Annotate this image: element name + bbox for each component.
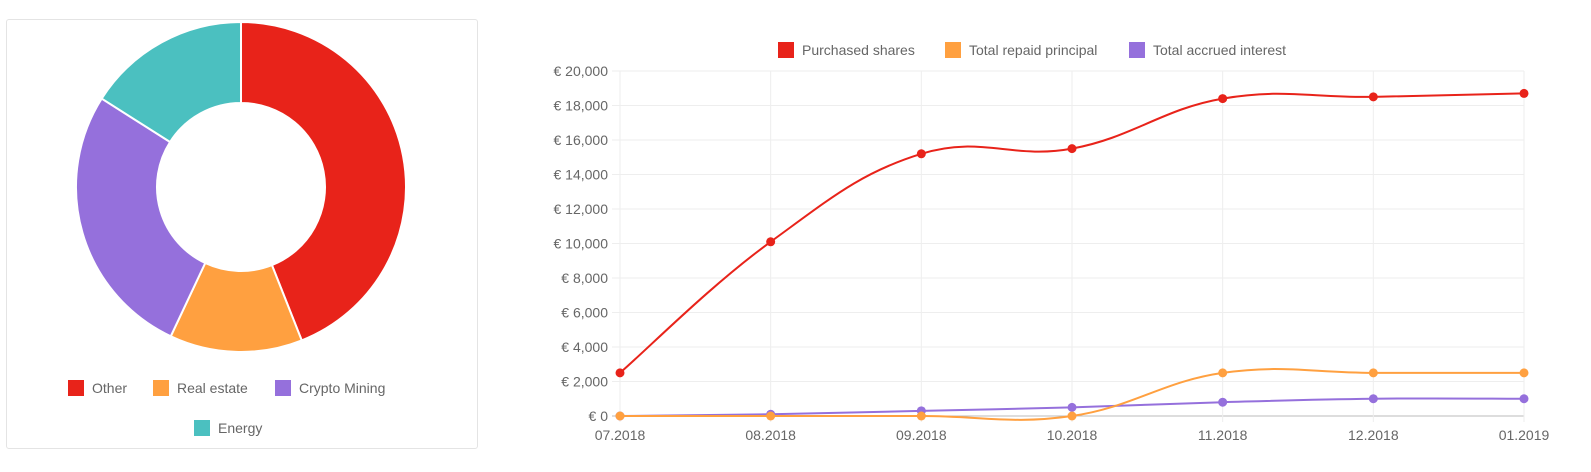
- y-tick-label: € 18,000: [554, 98, 609, 114]
- donut-slice-energy: [100, 20, 242, 144]
- data-point-purchased-shares[interactable]: [766, 237, 776, 247]
- x-tick-label: 10.2018: [1047, 427, 1098, 443]
- y-tick-label: € 12,000: [554, 201, 609, 217]
- legend-swatch-total-accrued-interest: [1129, 42, 1145, 58]
- data-point-total-repaid-principal[interactable]: [766, 411, 776, 421]
- data-point-purchased-shares[interactable]: [1519, 88, 1529, 98]
- x-tick-label: 11.2018: [1198, 427, 1248, 443]
- data-point-purchased-shares[interactable]: [615, 368, 625, 378]
- legend-label-energy: Energy: [218, 420, 262, 436]
- legend-swatch-energy: [194, 420, 210, 436]
- data-point-total-repaid-principal[interactable]: [1067, 411, 1077, 421]
- x-tick-label: 12.2018: [1348, 427, 1399, 443]
- data-point-total-accrued-interest[interactable]: [1368, 394, 1378, 404]
- legend-swatch-other: [68, 380, 84, 396]
- data-point-total-repaid-principal[interactable]: [1368, 368, 1378, 378]
- data-point-purchased-shares[interactable]: [1218, 94, 1228, 104]
- x-tick-label: 08.2018: [745, 427, 796, 443]
- legend-swatch-real-estate: [153, 380, 169, 396]
- legend-label-purchased-shares: Purchased shares: [802, 42, 915, 58]
- x-tick-label: 01.2019: [1499, 427, 1550, 443]
- data-point-total-accrued-interest[interactable]: [1519, 394, 1529, 404]
- x-tick-label: 07.2018: [595, 427, 646, 443]
- donut-chart: Other Real estate Crypto Mining Energy: [68, 20, 407, 436]
- x-tick-label: 09.2018: [896, 427, 947, 443]
- legend-label-total-accrued-interest: Total accrued interest: [1153, 42, 1286, 58]
- data-point-purchased-shares[interactable]: [916, 149, 926, 159]
- data-point-total-repaid-principal[interactable]: [1519, 368, 1529, 378]
- legend-swatch-purchased-shares: [778, 42, 794, 58]
- legend-label-crypto-mining: Crypto Mining: [299, 380, 385, 396]
- data-point-total-repaid-principal[interactable]: [615, 411, 625, 421]
- donut-chart-card: Other Real estate Crypto Mining Energy: [6, 19, 478, 449]
- data-point-total-accrued-interest[interactable]: [1218, 397, 1228, 407]
- data-point-total-accrued-interest[interactable]: [1067, 402, 1077, 412]
- legend-label-real-estate: Real estate: [177, 380, 248, 396]
- y-tick-label: € 8,000: [561, 270, 608, 286]
- line-chart: € 0 € 2,000 € 4,000 € 6,000 € 8,000 € 10,000 €…: [554, 42, 1550, 443]
- data-point-purchased-shares[interactable]: [1067, 144, 1077, 154]
- y-tick-label: € 14,000: [554, 167, 609, 183]
- legend-swatch-crypto-mining: [275, 380, 291, 396]
- y-tick-label: € 0: [589, 408, 609, 424]
- y-tick-label: € 4,000: [561, 339, 608, 355]
- y-tick-label: € 10,000: [554, 236, 609, 252]
- data-point-purchased-shares[interactable]: [1368, 92, 1378, 102]
- legend-label-other: Other: [92, 380, 127, 396]
- donut-slice-crypto-mining: [75, 97, 207, 338]
- y-tick-label: € 2,000: [561, 374, 608, 390]
- legend-swatch-total-repaid-principal: [945, 42, 961, 58]
- y-tick-label: € 6,000: [561, 305, 608, 321]
- data-point-total-repaid-principal[interactable]: [916, 411, 926, 421]
- legend-label-total-repaid-principal: Total repaid principal: [969, 42, 1097, 58]
- y-tick-label: € 20,000: [554, 63, 609, 79]
- data-point-total-repaid-principal[interactable]: [1218, 368, 1228, 378]
- donut-slice-other: [240, 20, 407, 342]
- y-tick-label: € 16,000: [554, 132, 609, 148]
